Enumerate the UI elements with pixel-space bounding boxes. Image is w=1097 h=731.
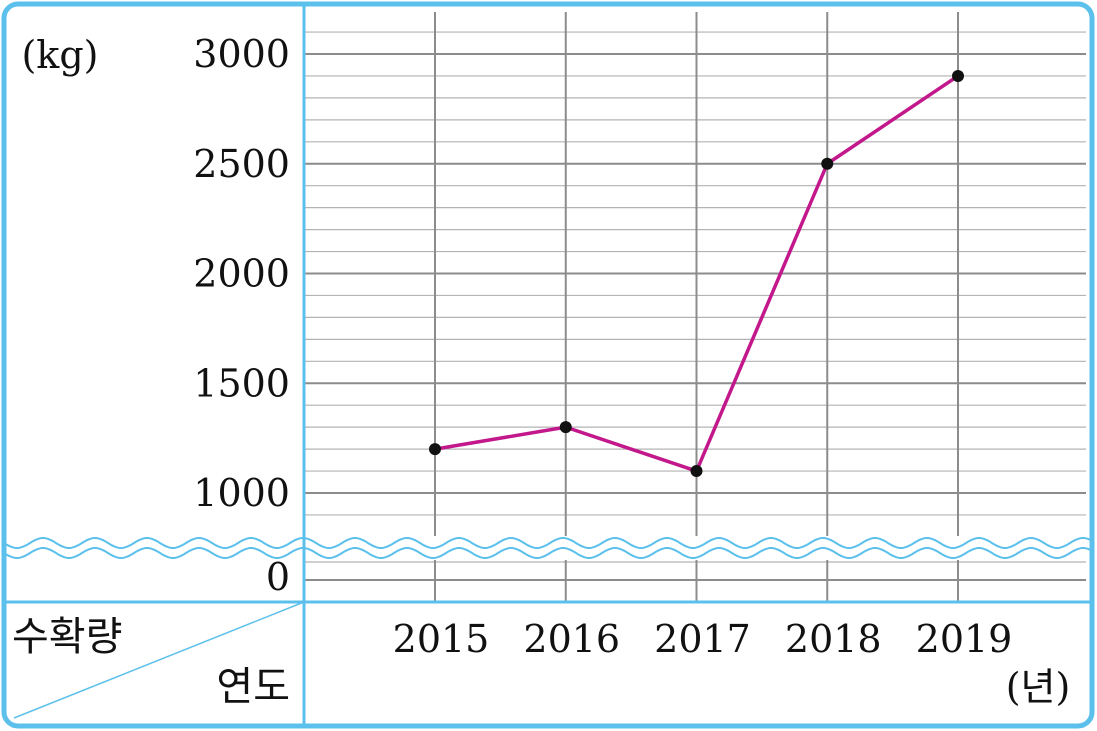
x-tick-label: 2017	[654, 617, 751, 661]
axis-break-wave	[3, 547, 1093, 559]
y-tick-label: 1000	[193, 471, 290, 515]
x-tick-label: 2015	[393, 617, 490, 661]
y-tick-label: 2500	[193, 142, 290, 186]
data-point	[690, 465, 703, 478]
series-line	[433, 74, 960, 473]
header-year-label: 연도	[216, 664, 290, 710]
data-point	[952, 69, 964, 82]
data-point	[559, 421, 572, 434]
series-segment	[564, 425, 699, 473]
x-tick-label: 2019	[916, 617, 1013, 661]
y-tick-labels: 3000 2500 2000 1500 1000	[193, 32, 290, 515]
category-gridlines	[434, 12, 959, 602]
series-segment	[433, 425, 568, 451]
header-diagonal	[13, 601, 305, 719]
x-axis-unit: (년)	[1006, 665, 1071, 709]
y-axis-unit: (kg)	[21, 33, 98, 77]
axis-break-wave	[3, 537, 1093, 549]
y-tick-label: 3000	[193, 32, 290, 76]
data-markers	[429, 69, 964, 478]
y-tick-label: 2000	[193, 252, 290, 296]
series-segment	[694, 162, 829, 473]
minor-grid	[304, 31, 1086, 581]
x-tick-label: 2018	[785, 617, 882, 661]
header-quantity-label: 수확량	[12, 614, 122, 660]
data-point	[429, 443, 441, 456]
x-tick-label: 2016	[523, 617, 620, 661]
y-tick-label: 1500	[193, 361, 290, 405]
axis-break	[3, 536, 1093, 560]
series-segment	[825, 74, 960, 166]
data-point	[821, 157, 834, 170]
x-tick-labels: 2015 2016 2017 2018 2019	[393, 617, 1013, 661]
y-tick-label-zero: 0	[266, 555, 290, 599]
